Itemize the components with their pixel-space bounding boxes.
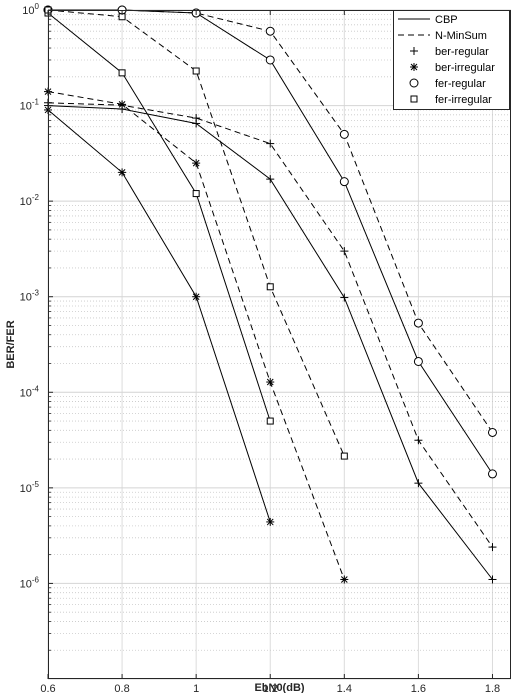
data-point [414, 479, 423, 488]
legend-entry: fer-irregular [410, 94, 492, 106]
square-marker-shape [266, 417, 274, 425]
data-point [266, 517, 275, 526]
legend-label: fer-irregular [435, 94, 492, 106]
data-point [340, 247, 349, 256]
circle-marker-shape [409, 78, 419, 88]
series-line [47, 91, 345, 580]
data-point [487, 427, 497, 437]
square-marker-shape [118, 69, 126, 77]
data-point [118, 100, 127, 109]
data-point [118, 168, 127, 177]
data-point [266, 139, 275, 148]
legend-marker-sample [410, 63, 418, 71]
data-point [265, 26, 275, 36]
data-point [340, 293, 349, 302]
series-n-minsum-fer-regular [43, 5, 497, 437]
series-group [43, 5, 497, 584]
asterisk-marker-stroke [192, 293, 200, 301]
square-marker-shape [192, 67, 200, 75]
data-point [266, 283, 274, 291]
legend-entry: ber-regular [410, 46, 489, 58]
data-point [488, 543, 497, 552]
circle-marker-shape [413, 356, 423, 366]
square-marker-shape [340, 452, 348, 460]
data-point [339, 129, 349, 139]
asterisk-marker-stroke [340, 576, 348, 583]
x-tick-label: 0.6 [40, 683, 55, 693]
x-tick-label: 1.2 [263, 683, 278, 693]
legend-label: CBP [435, 14, 458, 26]
asterisk-marker-stroke [266, 518, 274, 526]
data-point [192, 190, 200, 198]
data-point [413, 318, 423, 328]
data-point [487, 469, 497, 479]
circle-marker-shape [487, 427, 497, 437]
data-point [265, 55, 275, 65]
square-marker-shape [266, 283, 274, 291]
circle-marker-shape [265, 26, 275, 36]
axis-ticks: 0.6 0.8 1 1.2 1.4 1.6 1.810010-110-210-310-410… [20, 2, 501, 693]
legend-label: ber-regular [435, 46, 489, 58]
legend-entry: CBP [398, 14, 458, 26]
circle-marker-shape [413, 318, 423, 328]
legend-marker-sample [410, 47, 418, 55]
legend-entry: fer-regular [409, 78, 486, 90]
x-tick-label: 1.8 [485, 683, 500, 693]
data-point [192, 114, 201, 123]
circle-marker-shape [339, 177, 349, 187]
x-tick-label: 1.6 [411, 683, 426, 693]
data-point [488, 575, 497, 584]
legend-label: N-MinSum [435, 30, 487, 42]
data-point [192, 292, 201, 301]
legend-marker-sample [409, 78, 419, 88]
data-point [192, 67, 200, 75]
circle-marker-shape [339, 129, 349, 139]
series-line [47, 12, 271, 422]
data-point [339, 177, 349, 187]
circle-marker-shape [265, 55, 275, 65]
data-point [266, 175, 275, 184]
asterisk-marker-stroke [410, 63, 418, 71]
circle-marker-shape [487, 469, 497, 479]
legend-entry: N-MinSum [398, 30, 487, 42]
data-point [340, 575, 349, 584]
legend-label: fer-regular [435, 78, 486, 90]
data-point [192, 159, 201, 168]
x-tick-label: 1.4 [337, 683, 352, 693]
data-point [413, 356, 423, 366]
legend-marker-sample [410, 95, 418, 103]
legend-entry: ber-irregular [410, 62, 495, 74]
legend: CBP N-MinSum ber-regular ber-irregular fer-r… [393, 10, 510, 110]
series-line [47, 109, 271, 523]
data-point [266, 417, 274, 425]
data-point [118, 69, 126, 77]
legend-box [393, 10, 510, 110]
asterisk-marker-stroke [118, 100, 126, 108]
x-tick-label: 1 [193, 683, 199, 693]
legend-label: ber-irregular [435, 62, 495, 74]
x-axis-label: EbN0(dB) [254, 682, 304, 693]
asterisk-marker-stroke [266, 378, 274, 386]
asterisk-marker-stroke [192, 159, 200, 167]
x-tick-label: 0.8 [114, 683, 129, 693]
asterisk-marker-stroke [118, 169, 126, 176]
data-point [340, 452, 348, 460]
data-point [414, 436, 423, 445]
square-marker-shape [192, 190, 200, 198]
y-axis-label: BER/FER [5, 320, 17, 368]
data-point [266, 378, 275, 387]
square-marker-shape [410, 95, 418, 103]
